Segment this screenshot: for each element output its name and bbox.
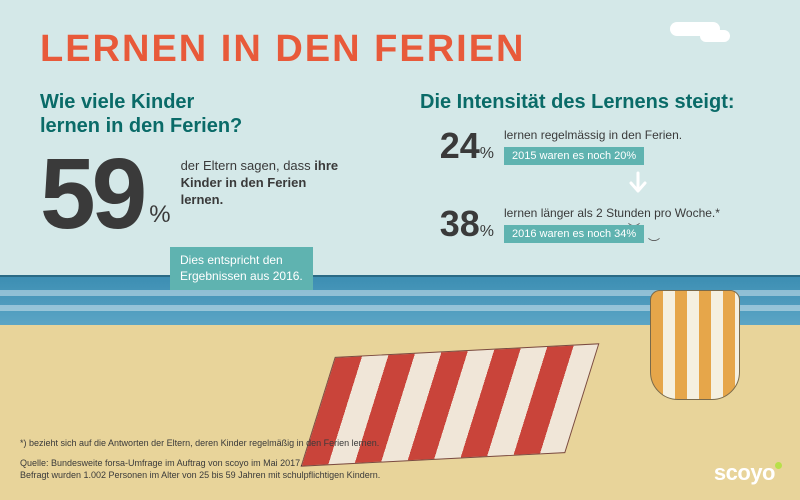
- pct: %: [480, 223, 494, 240]
- scoyo-logo: scoyo: [714, 460, 782, 486]
- stat-line: lernen regelmässig in den Ferien.: [504, 128, 770, 142]
- infographic-scene: ︶ ︶ LERNEN IN DEN FERIEN Wie viele Kinde…: [0, 0, 800, 500]
- text: Wie viele Kinder: [40, 91, 194, 113]
- source-text: Quelle: Bundesweite forsa-Umfrage im Auf…: [20, 457, 380, 482]
- text: Dies entspricht den: [180, 253, 283, 267]
- big-stat: 59 % der Eltern sagen, dass ihre Kinder …: [40, 152, 380, 237]
- footnote: *) bezieht sich auf die Antworten der El…: [20, 438, 379, 448]
- stat-value: 38%: [420, 206, 494, 242]
- text: der Eltern sagen, dass: [181, 158, 311, 173]
- pct: %: [480, 145, 494, 162]
- num: 24: [440, 125, 480, 166]
- callout-box: Dies entspricht den Ergebnissen aus 2016…: [170, 247, 313, 290]
- stat-tag: 2016 waren es noch 34%: [504, 225, 644, 243]
- num: 38: [440, 203, 480, 244]
- left-heading: Wie viele Kinder lernen in den Ferien?: [40, 90, 380, 138]
- stat-line: lernen länger als 2 Stunden pro Woche.*: [504, 206, 770, 220]
- logo-text: scoyo: [714, 460, 775, 485]
- stat-body: lernen länger als 2 Stunden pro Woche.* …: [504, 206, 770, 243]
- stat-value: 24%: [420, 128, 494, 164]
- text: lernen in den Ferien?: [40, 115, 242, 137]
- big-stat-pct: %: [149, 201, 170, 229]
- stat-tag: 2015 waren es noch 20%: [504, 147, 644, 165]
- right-column: Die Intensität des Lernens steigt: 24% l…: [420, 90, 770, 249]
- cloud-icon: [700, 30, 730, 42]
- left-column: Wie viele Kinder lernen in den Ferien? 5…: [40, 90, 380, 290]
- stat-row: 24% lernen regelmässig in den Ferien. 20…: [420, 128, 770, 165]
- big-stat-caption: der Eltern sagen, dass ihre Kinder in de…: [181, 158, 341, 209]
- big-stat-value: 59: [40, 152, 143, 237]
- arrow-down-icon: [505, 171, 770, 202]
- beach-blanket-illustration: [301, 343, 600, 466]
- beach-chair-illustration: [650, 290, 760, 410]
- right-heading: Die Intensität des Lernens steigt:: [420, 90, 770, 114]
- main-title: LERNEN IN DEN FERIEN: [40, 28, 525, 71]
- text: Ergebnissen aus 2016.: [180, 269, 303, 283]
- stat-body: lernen regelmässig in den Ferien. 2015 w…: [504, 128, 770, 165]
- logo-dot-icon: [775, 462, 782, 469]
- stat-row: 38% lernen länger als 2 Stunden pro Woch…: [420, 206, 770, 243]
- text: Quelle: Bundesweite forsa-Umfrage im Auf…: [20, 458, 303, 468]
- text: Befragt wurden 1.002 Personen im Alter v…: [20, 470, 380, 480]
